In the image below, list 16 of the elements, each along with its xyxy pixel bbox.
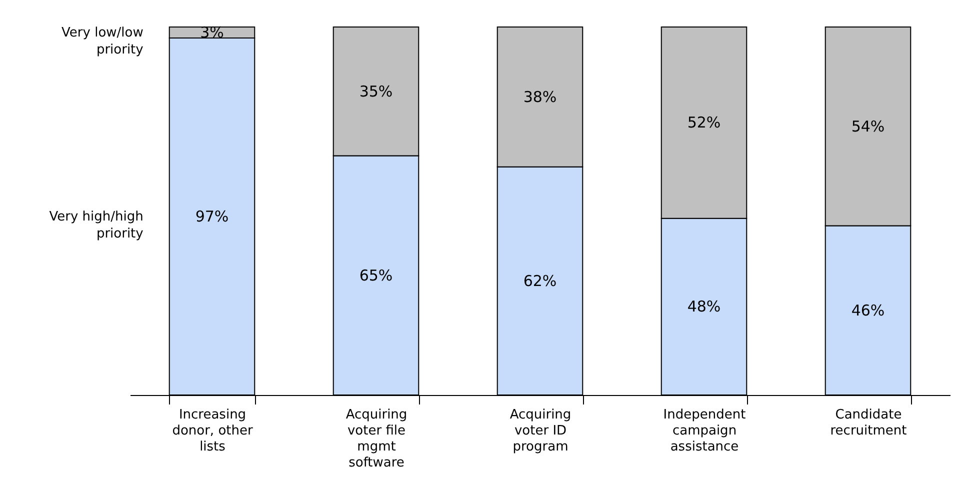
x-tick-label: Independent campaign assistance — [663, 408, 746, 454]
series-label: Very high/high priority — [49, 210, 144, 242]
x-tick-label: Increasing donor, other lists — [172, 408, 254, 454]
data-label: 54% — [851, 117, 885, 136]
x-tick-label: Acquiring voter file mgmt software — [346, 408, 408, 470]
data-label: 65% — [359, 266, 393, 284]
data-label: 52% — [687, 114, 721, 132]
x-tick-label: Acquiring voter ID program — [510, 408, 572, 454]
data-label: 38% — [523, 88, 557, 106]
text: Very low/low priority — [62, 26, 144, 58]
data-label: 46% — [851, 301, 885, 320]
data-label: 48% — [687, 298, 721, 316]
data-label: 62% — [523, 272, 557, 290]
data-label: 97% — [195, 208, 229, 226]
x-tick-label: Candidate recruitment — [830, 408, 907, 438]
data-label: 35% — [359, 82, 393, 100]
